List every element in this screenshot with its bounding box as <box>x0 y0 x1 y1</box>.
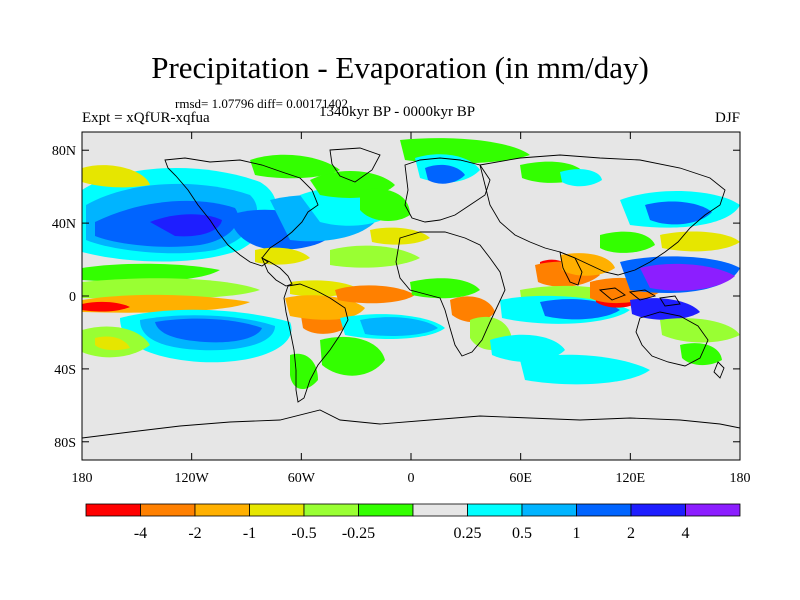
colorbar-label: -0.5 <box>291 525 316 542</box>
colorbar-box <box>140 503 196 517</box>
lon-tick-label: 180 <box>730 471 751 486</box>
coast-asia <box>479 154 726 276</box>
lon-tick-label: 0 <box>408 471 415 486</box>
field-tasman-green <box>680 343 722 366</box>
field-indian-blue <box>540 299 620 320</box>
lon-tick-label: 180 <box>72 471 93 486</box>
field-equatorial-atlantic-orange <box>335 285 415 304</box>
period-label: 1340kyr BP - 0000kyr BP <box>319 104 476 120</box>
field-siberia-cyan <box>560 169 602 187</box>
coast-indonesia <box>598 287 681 307</box>
coastlines <box>82 147 740 439</box>
colorbar-box <box>358 503 414 517</box>
field-wpacific-purple <box>640 263 735 291</box>
field-patagonia-green <box>290 353 318 390</box>
colorbar-label: -1 <box>243 525 256 542</box>
field-npacific-yellow <box>82 165 150 188</box>
lon-tick-label: 120W <box>175 471 210 486</box>
field-npacific-dark <box>150 214 222 237</box>
lat-tick-label: 40S <box>54 363 76 378</box>
field-gulf-guinea-green <box>410 278 480 299</box>
experiment-label: Expt = xQfUR-xqfua <box>82 110 210 126</box>
field-gulf-yellow <box>255 247 310 265</box>
field-asia-green <box>600 231 655 253</box>
lon-tick-label: 60W <box>288 471 316 486</box>
colorbar-label: 1 <box>573 525 581 542</box>
field-safrica-cyan <box>490 334 565 362</box>
coast-europe <box>404 157 491 223</box>
coast-central-america <box>261 257 293 287</box>
plot-title: Precipitation - Evaporation (in mm/day) <box>151 50 649 85</box>
colorbar-label: 2 <box>627 525 635 542</box>
field-south-yellow <box>95 336 130 351</box>
lat-tick-label: 0 <box>69 290 76 305</box>
colorbar-box <box>303 503 359 517</box>
field-eqpac-red <box>82 301 130 312</box>
colorbar-label: 0.25 <box>454 525 482 542</box>
field-spcz-green <box>660 318 740 343</box>
field-wpacific-dark <box>630 298 700 320</box>
pe-field <box>82 138 740 390</box>
colorbar-box <box>412 503 468 517</box>
field-wpacific-yellow <box>660 231 740 252</box>
coast-antarctica <box>82 409 740 439</box>
lon-tick-label: 60E <box>509 471 532 486</box>
field-brazil-yellow <box>285 295 365 320</box>
lat-tick-label: 80S <box>54 436 76 451</box>
coast-north-america <box>164 157 319 267</box>
colorbar-label: 0.5 <box>512 525 532 542</box>
colorbar-box <box>467 503 523 517</box>
coast-australia <box>635 311 709 367</box>
field-med-yellow <box>370 227 430 245</box>
stats-label: rmsd= 1.07796 diff= 0.00171402 <box>175 96 348 111</box>
field-canada-green <box>250 154 340 179</box>
colorbar-box <box>85 503 141 517</box>
coast-africa <box>395 231 506 357</box>
field-satlantic-lightblue <box>360 317 438 336</box>
colorbar-box <box>576 503 632 517</box>
lat-tick-label: 80N <box>52 144 76 159</box>
coast-greenland <box>329 147 381 183</box>
lon-tick-label: 120E <box>616 471 646 486</box>
colorbar-label: 4 <box>682 525 690 542</box>
field-nordic-blue <box>425 164 465 184</box>
colorbar-label: -4 <box>134 525 147 542</box>
colorbar-box <box>194 503 250 517</box>
colorbar-box <box>249 503 305 517</box>
field-itcz-green <box>82 278 260 300</box>
lat-tick-label: 40N <box>52 217 76 232</box>
axis-ticks: 180 120W 60W 0 60E 120E 180 80N 40N 0 40S 80S <box>52 132 751 486</box>
field-central-africa-orange <box>450 296 495 323</box>
field-hawaii-green <box>82 263 220 282</box>
field-satlantic-green <box>320 336 385 376</box>
season-label: DJF <box>714 110 740 126</box>
colorbar-box <box>685 503 741 517</box>
colorbar-box <box>630 503 686 517</box>
colorbar-label: -2 <box>188 525 201 542</box>
field-southern-cyan <box>520 354 650 385</box>
field-europe-green <box>360 188 410 222</box>
colorbar-label: -0.25 <box>342 525 375 542</box>
colorbar-box <box>521 503 577 517</box>
coast-india <box>559 251 583 286</box>
coast-new-zealand <box>713 361 725 379</box>
field-japan-blue <box>645 201 712 225</box>
coast-south-america <box>283 283 349 403</box>
field-spacific-blue <box>155 318 262 343</box>
